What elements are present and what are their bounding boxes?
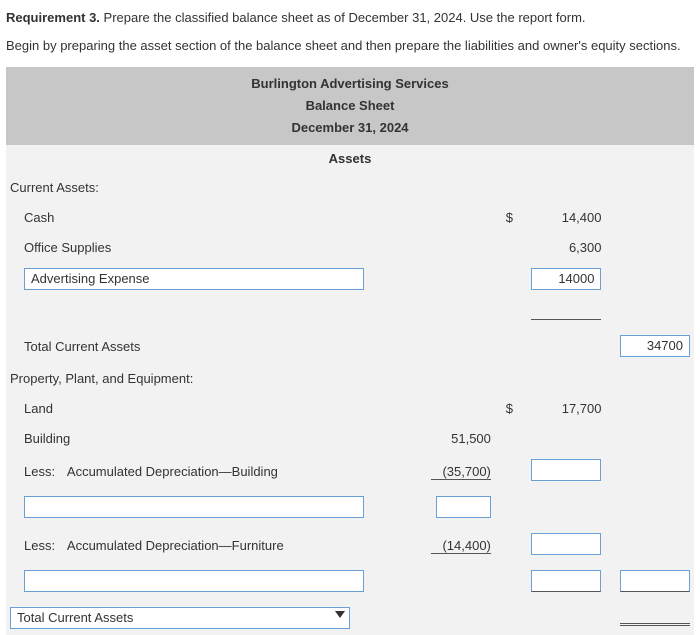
total-dropdown[interactable]: Total Current Assets: [10, 607, 350, 629]
acc-dep-bldg-val: (35,700): [431, 464, 491, 480]
building-val: 51,500: [406, 423, 494, 453]
row-adv-expense: Advertising Expense 14000: [6, 262, 694, 296]
cash-label: Cash: [6, 202, 406, 232]
row-acc-dep-bldg: Less: Accumulated Depreciation—Building …: [6, 453, 694, 490]
dropdown-value: Total Current Assets: [17, 610, 133, 625]
current-assets-hdr: Current Assets:: [6, 172, 406, 202]
acc-dep-furn-val: (14,400): [431, 538, 491, 554]
blank-label-input-2[interactable]: [24, 570, 364, 592]
requirement-label: Requirement 3.: [6, 10, 100, 25]
row-blank-input-2: [6, 564, 694, 601]
ppe-hdr: Property, Plant, and Equipment:: [6, 363, 406, 393]
total-current-assets-input[interactable]: 34700: [620, 335, 690, 357]
row-blank-input-1: [6, 490, 694, 527]
row-building: Building 51,500: [6, 423, 694, 453]
blank-val-input-2[interactable]: [531, 570, 601, 592]
instructions-block: Requirement 3. Prepare the classified ba…: [0, 0, 700, 67]
office-supplies-label: Office Supplies: [6, 232, 406, 262]
cash-sym: $: [495, 202, 517, 232]
row-blank1: [6, 296, 694, 329]
row-acc-dep-furn: Less: Accumulated Depreciation—Furniture…: [6, 527, 694, 564]
balance-sheet: Burlington Advertising Services Balance …: [6, 67, 694, 635]
adv-expense-val-input[interactable]: 14000: [531, 268, 601, 290]
acc-dep-furn-label: Accumulated Depreciation—Furniture: [67, 538, 284, 553]
row-dropdown: Total Current Assets: [6, 601, 694, 635]
requirement-text: Prepare the classified balance sheet as …: [100, 10, 586, 25]
cash-val: 14,400: [517, 202, 605, 232]
land-val: 17,700: [517, 393, 605, 423]
acc-dep-bldg-label: Accumulated Depreciation—Building: [67, 464, 278, 479]
land-label: Land: [6, 393, 406, 423]
sub-instruction: Begin by preparing the asset section of …: [6, 36, 694, 56]
row-land: Land $ 17,700: [6, 393, 694, 423]
row-current-assets-hdr: Current Assets:: [6, 172, 694, 202]
assets-title: Assets: [6, 145, 694, 172]
balance-sheet-table: Current Assets: Cash $ 14,400 Office Sup…: [6, 172, 694, 635]
row-office-supplies: Office Supplies 6,300: [6, 232, 694, 262]
land-sym: $: [495, 393, 517, 423]
row-cash: Cash $ 14,400: [6, 202, 694, 232]
office-supplies-val: 6,300: [517, 232, 605, 262]
company-name: Burlington Advertising Services: [6, 73, 694, 95]
less-label-1: Less:: [24, 464, 64, 479]
less-label-2: Less:: [24, 538, 64, 553]
row-ppe-hdr: Property, Plant, and Equipment:: [6, 363, 694, 393]
blank-val-input-2c[interactable]: [620, 570, 690, 592]
acc-dep-furn-net-input[interactable]: [531, 533, 601, 555]
blank-val-input-1[interactable]: [436, 496, 491, 518]
adv-expense-input[interactable]: Advertising Expense: [24, 268, 364, 290]
blank-label-input-1[interactable]: [24, 496, 364, 518]
total-current-assets-label: Total Current Assets: [6, 329, 406, 363]
acc-dep-bldg-net-input[interactable]: [531, 459, 601, 481]
sheet-header: Burlington Advertising Services Balance …: [6, 67, 694, 145]
building-label: Building: [6, 423, 406, 453]
double-underline: [620, 608, 690, 626]
chevron-down-icon: [335, 611, 345, 618]
report-date: December 31, 2024: [6, 117, 694, 139]
report-title: Balance Sheet: [6, 95, 694, 117]
underline: [531, 302, 601, 320]
row-total-current-assets: Total Current Assets 34700: [6, 329, 694, 363]
